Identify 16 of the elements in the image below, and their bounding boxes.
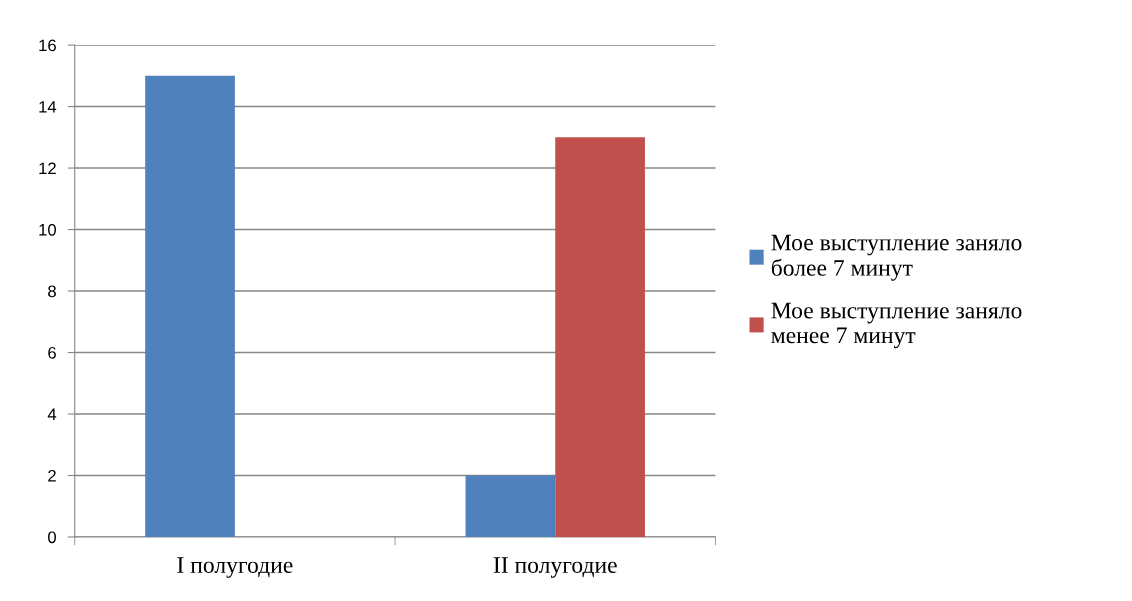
x-tick-label: II полугодие [493, 557, 617, 578]
y-tick-label: 2 [48, 469, 56, 482]
y-tick-label: 16 [39, 39, 56, 52]
y-tick-label: 0 [48, 531, 57, 544]
x-tick-label: I полугодие [177, 557, 293, 578]
bar [145, 75, 235, 537]
y-tick-label: 6 [48, 346, 56, 359]
bar [465, 475, 556, 537]
bar [555, 137, 645, 537]
y-tick-label: 8 [48, 285, 56, 298]
legend-label: Мое выступление заняло менее 7 минут [771, 302, 1022, 349]
y-tick-label: 4 [47, 408, 57, 421]
legend-label: Мое выступление заняло более 7 минут [771, 234, 1022, 281]
y-tick-label: 12 [39, 162, 56, 175]
y-tick-label: 10 [39, 223, 57, 236]
y-tick-label: 14 [39, 101, 57, 113]
